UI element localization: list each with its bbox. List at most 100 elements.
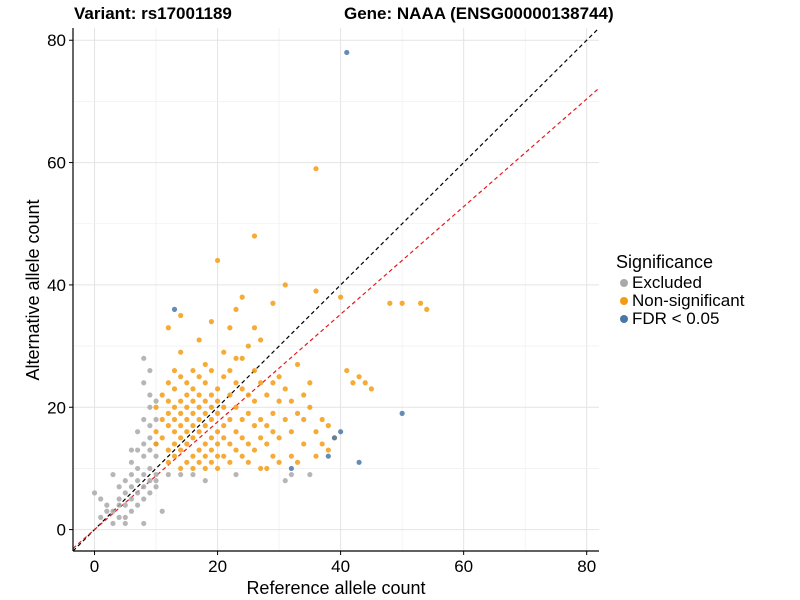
point-non-significant <box>399 300 405 306</box>
point-non-significant <box>338 294 344 300</box>
point-non-significant <box>153 429 159 435</box>
point-fdr-0-05 <box>325 453 331 459</box>
point-excluded <box>153 398 159 404</box>
point-excluded <box>122 478 128 484</box>
point-excluded <box>128 496 135 502</box>
point-excluded <box>307 471 313 478</box>
point-non-significant <box>233 447 239 453</box>
point-non-significant <box>184 392 190 398</box>
point-non-significant <box>301 416 307 423</box>
point-non-significant <box>208 447 215 453</box>
point-non-significant <box>202 380 208 386</box>
legend-title: Significance <box>616 252 714 272</box>
grid <box>73 28 599 551</box>
point-non-significant <box>313 429 319 435</box>
point-excluded <box>128 459 135 465</box>
point-non-significant <box>221 435 227 441</box>
point-non-significant <box>301 392 307 398</box>
point-non-significant <box>214 398 221 404</box>
point-non-significant <box>233 380 239 386</box>
point-excluded <box>116 502 122 508</box>
identity-line <box>72 27 600 552</box>
point-non-significant <box>214 410 221 416</box>
point-non-significant <box>417 300 424 306</box>
point-non-significant <box>239 416 245 423</box>
point-non-significant <box>202 423 208 429</box>
point-non-significant <box>184 459 190 465</box>
point-non-significant <box>171 367 178 374</box>
point-non-significant <box>258 435 264 441</box>
point-non-significant <box>227 367 233 374</box>
point-non-significant <box>165 423 171 429</box>
point-non-significant <box>227 325 233 331</box>
point-non-significant <box>245 392 251 398</box>
point-non-significant <box>313 288 319 294</box>
point-excluded <box>128 508 135 514</box>
point-non-significant <box>227 392 233 398</box>
point-non-significant <box>165 380 171 386</box>
point-excluded <box>153 478 159 484</box>
point-non-significant <box>190 410 196 416</box>
point-non-significant <box>233 404 239 410</box>
point-non-significant <box>387 300 393 306</box>
point-non-significant <box>245 343 251 349</box>
point-excluded <box>116 514 122 520</box>
point-non-significant <box>294 361 301 368</box>
y-tick-label: 20 <box>47 398 66 417</box>
point-non-significant <box>233 306 239 312</box>
point-non-significant <box>202 453 208 459</box>
point-non-significant <box>214 465 221 472</box>
x-tick-label: 40 <box>331 557 350 576</box>
point-non-significant <box>245 441 251 447</box>
legend: Significance Excluded Non-significant FD… <box>616 252 744 328</box>
point-non-significant <box>288 453 294 459</box>
point-non-significant <box>301 441 307 447</box>
point-excluded <box>147 435 153 441</box>
point-non-significant <box>214 429 221 435</box>
point-excluded <box>153 484 159 490</box>
point-non-significant <box>208 319 215 325</box>
point-non-significant <box>251 398 258 404</box>
y-axis-title: Alternative allele count <box>23 199 43 380</box>
point-excluded <box>147 465 153 472</box>
point-non-significant <box>424 306 430 312</box>
point-non-significant <box>245 459 251 465</box>
point-non-significant <box>307 380 313 386</box>
point-non-significant <box>208 459 215 465</box>
reference-lines <box>72 27 600 552</box>
point-excluded <box>98 514 104 520</box>
point-excluded <box>147 447 153 453</box>
point-non-significant <box>214 453 221 459</box>
point-non-significant <box>245 410 251 416</box>
point-non-significant <box>171 386 178 392</box>
point-non-significant <box>178 435 184 441</box>
ticks: 0 20 40 60 80 0 20 40 60 80 <box>47 31 596 576</box>
point-non-significant <box>251 447 258 453</box>
point-excluded <box>104 502 110 508</box>
point-non-significant <box>171 441 178 447</box>
point-excluded <box>134 490 141 496</box>
x-tick-label: 0 <box>90 557 99 576</box>
point-non-significant <box>208 416 215 423</box>
point-excluded <box>165 471 171 478</box>
point-non-significant <box>165 447 171 453</box>
point-non-significant <box>270 410 276 416</box>
point-non-significant <box>190 398 196 404</box>
point-non-significant <box>270 453 276 459</box>
point-non-significant <box>196 337 202 343</box>
point-excluded <box>147 423 153 429</box>
point-non-significant <box>368 386 374 392</box>
point-fdr-0-05 <box>356 459 362 465</box>
point-non-significant <box>190 367 196 374</box>
point-non-significant <box>319 416 325 423</box>
point-non-significant <box>233 355 239 361</box>
point-non-significant <box>178 410 184 416</box>
point-non-significant <box>294 459 301 465</box>
point-non-significant <box>239 355 245 361</box>
y-tick-label: 60 <box>47 154 66 173</box>
point-excluded <box>147 490 153 496</box>
point-non-significant <box>171 404 178 410</box>
point-non-significant <box>239 453 245 459</box>
fit-line <box>72 87 600 549</box>
point-excluded <box>110 520 116 527</box>
